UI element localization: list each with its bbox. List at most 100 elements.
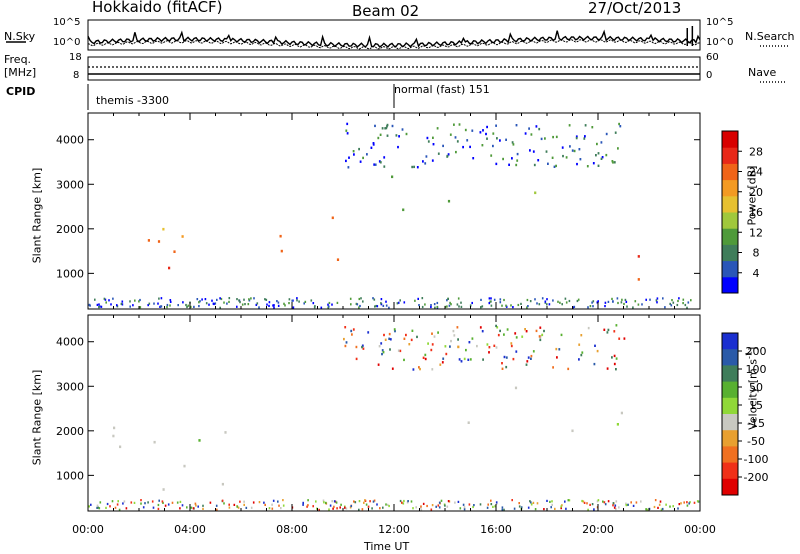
freq-panel-frame bbox=[87, 56, 701, 81]
power-noise-cell bbox=[98, 306, 100, 309]
power-upper-cell bbox=[358, 147, 360, 151]
velocity-noise-cell bbox=[237, 506, 240, 509]
velocity-noise-cell bbox=[382, 506, 384, 509]
velocity-noise-cell bbox=[306, 505, 308, 508]
power-upper-cell bbox=[600, 141, 603, 144]
velocity-noise-cell bbox=[350, 505, 352, 508]
power-noise-cell bbox=[417, 297, 419, 300]
velocity-upper-cell bbox=[362, 347, 365, 350]
velocity-upper-cell bbox=[506, 328, 509, 331]
power-upper-cell bbox=[511, 157, 513, 160]
velocity-upper-cell bbox=[382, 351, 385, 354]
velocity-noise-cell bbox=[686, 501, 688, 504]
power-noise-cell bbox=[489, 300, 491, 303]
beam-title: Beam 02 bbox=[352, 2, 420, 20]
power-upper-cell bbox=[502, 157, 504, 161]
power-colorbar-swatch bbox=[722, 147, 738, 164]
power-upper-cell bbox=[596, 142, 598, 146]
power-upper-cell bbox=[529, 149, 531, 152]
power-noise-cell bbox=[160, 297, 163, 300]
power-upper-cell bbox=[466, 139, 469, 142]
velocity-upper-cell bbox=[615, 357, 618, 360]
velocity-noise-cell bbox=[336, 507, 338, 510]
x-axis-title: Time UT bbox=[364, 540, 410, 553]
velocity-noise-cell bbox=[354, 501, 357, 504]
velocity-noise-cell bbox=[233, 503, 236, 506]
velocity-upper-cell bbox=[495, 324, 497, 328]
power-noise-cell bbox=[399, 299, 401, 302]
power-noise-cell bbox=[196, 298, 199, 301]
velocity-noise-cell bbox=[554, 507, 556, 510]
velocity-noise-cell bbox=[561, 504, 563, 507]
power-noise-cell bbox=[682, 302, 684, 305]
velocity-noise-cell bbox=[532, 501, 535, 504]
velocity-noise-cell bbox=[195, 504, 197, 507]
power-upper-cell bbox=[374, 124, 376, 128]
velocity-noise-cell bbox=[385, 503, 387, 506]
velocity-noise-cell bbox=[494, 505, 496, 508]
power-y-tick-label: 1000 bbox=[56, 267, 84, 280]
power-upper-cell bbox=[346, 122, 349, 126]
power-noise-cell bbox=[677, 299, 679, 303]
power-colorbar-title: Power [dB] bbox=[745, 165, 759, 226]
velocity-cell bbox=[224, 431, 227, 434]
cpid-label: CPID bbox=[6, 85, 36, 98]
velocity-noise-cell bbox=[582, 500, 585, 503]
power-y-tick-label: 3000 bbox=[56, 178, 84, 191]
power-noise-cell bbox=[148, 302, 151, 305]
velocity-colorbar-swatch bbox=[722, 430, 738, 447]
power-upper-cell bbox=[411, 165, 414, 169]
power-noise-cell bbox=[288, 298, 291, 301]
power-upper-cell bbox=[446, 154, 449, 158]
velocity-noise-cell bbox=[645, 508, 647, 511]
power-noise-cell bbox=[120, 302, 123, 305]
power-noise-cell bbox=[265, 298, 268, 301]
power-noise-cell bbox=[199, 300, 201, 303]
power-upper-cell bbox=[425, 155, 428, 158]
velocity-cell bbox=[198, 439, 201, 442]
velocity-noise-cell bbox=[527, 506, 530, 509]
velocity-noise-cell bbox=[118, 508, 121, 511]
power-noise-cell bbox=[205, 302, 208, 305]
power-upper-cell bbox=[453, 123, 455, 126]
power-upper-cell bbox=[601, 156, 604, 159]
nsky-bottom-tick: 10^0 bbox=[53, 37, 81, 48]
power-noise-cell bbox=[655, 299, 658, 302]
power-noise-cell bbox=[446, 299, 448, 302]
mhz-label: [MHz] bbox=[4, 66, 37, 79]
power-cell bbox=[279, 234, 282, 238]
velocity-upper-cell bbox=[381, 349, 384, 352]
power-upper-cell bbox=[600, 157, 603, 160]
velocity-noise-cell bbox=[501, 508, 504, 511]
velocity-noise-cell bbox=[596, 500, 599, 503]
power-upper-cell bbox=[345, 129, 348, 132]
power-upper-cell bbox=[427, 140, 430, 143]
velocity-upper-cell bbox=[430, 348, 433, 352]
velocity-upper-cell bbox=[501, 362, 503, 365]
velocity-noise-cell bbox=[325, 501, 327, 504]
velocity-noise-cell bbox=[122, 502, 124, 505]
power-upper-cell bbox=[383, 156, 386, 159]
velocity-upper-cell bbox=[419, 367, 421, 371]
power-noise-cell bbox=[641, 303, 643, 306]
velocity-noise-cell bbox=[401, 501, 403, 504]
velocity-y-tick-label: 1000 bbox=[56, 469, 84, 482]
power-noise-cell bbox=[158, 297, 160, 300]
velocity-upper-cell bbox=[503, 355, 506, 359]
velocity-upper-cell bbox=[352, 328, 355, 331]
power-upper-cell bbox=[524, 132, 527, 135]
power-noise-cell bbox=[682, 298, 685, 301]
power-upper-cell bbox=[352, 150, 355, 153]
velocity-noise-cell bbox=[171, 501, 174, 504]
velocity-upper-cell bbox=[532, 350, 535, 353]
velocity-upper-cell bbox=[497, 333, 500, 337]
power-cell bbox=[173, 250, 176, 253]
velocity-noise-cell bbox=[627, 503, 629, 506]
velocity-noise-cell bbox=[446, 505, 449, 508]
velocity-upper-cell bbox=[388, 337, 391, 340]
power-upper-cell bbox=[413, 165, 415, 169]
velocity-noise-cell bbox=[586, 502, 588, 505]
power-upper-cell bbox=[366, 153, 368, 156]
power-noise-cell bbox=[592, 300, 595, 303]
power-noise-cell bbox=[577, 298, 580, 301]
